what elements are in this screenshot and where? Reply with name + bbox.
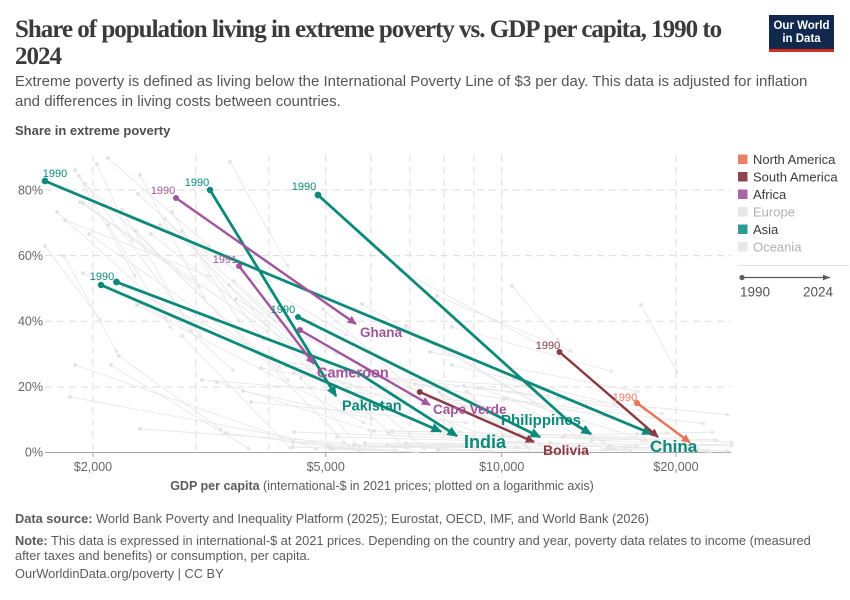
svg-text:1991: 1991 bbox=[213, 254, 237, 266]
svg-text:Ghana: Ghana bbox=[360, 325, 403, 340]
svg-text:20%: 20% bbox=[18, 380, 43, 394]
svg-text:1990: 1990 bbox=[43, 168, 67, 180]
svg-text:North America: North America bbox=[753, 152, 836, 167]
svg-text:60%: 60% bbox=[18, 249, 43, 263]
svg-text:Philippines: Philippines bbox=[501, 412, 581, 429]
svg-text:$10,000: $10,000 bbox=[479, 460, 524, 474]
svg-text:China: China bbox=[650, 437, 698, 456]
svg-text:Bolivia: Bolivia bbox=[543, 442, 589, 458]
svg-text:Africa: Africa bbox=[753, 187, 787, 202]
svg-text:1990: 1990 bbox=[271, 304, 295, 316]
svg-text:1990: 1990 bbox=[185, 177, 209, 189]
svg-text:Pakistan: Pakistan bbox=[342, 399, 402, 415]
svg-text:GDP per capita (international-: GDP per capita (international-$ in 2021 … bbox=[170, 479, 594, 493]
svg-text:1990: 1990 bbox=[292, 181, 316, 193]
svg-text:$5,000: $5,000 bbox=[307, 460, 345, 474]
svg-text:2024: 2024 bbox=[803, 285, 834, 300]
svg-text:Oceania: Oceania bbox=[753, 240, 802, 255]
svg-text:1990: 1990 bbox=[613, 392, 637, 404]
svg-text:Europe: Europe bbox=[753, 205, 795, 220]
svg-text:0%: 0% bbox=[25, 446, 43, 460]
svg-text:40%: 40% bbox=[18, 315, 43, 329]
svg-text:India: India bbox=[464, 432, 507, 452]
svg-text:$20,000: $20,000 bbox=[653, 460, 698, 474]
svg-text:$2,000: $2,000 bbox=[74, 460, 112, 474]
svg-text:Cape Verde: Cape Verde bbox=[433, 402, 507, 417]
svg-text:1990: 1990 bbox=[536, 340, 560, 352]
svg-text:Cameroon: Cameroon bbox=[317, 366, 389, 382]
svg-text:1990: 1990 bbox=[90, 271, 114, 283]
svg-text:Asia: Asia bbox=[753, 222, 779, 237]
svg-text:1990: 1990 bbox=[151, 185, 175, 197]
svg-text:80%: 80% bbox=[18, 184, 43, 198]
svg-text:1990: 1990 bbox=[740, 285, 770, 300]
svg-text:South America: South America bbox=[753, 170, 838, 185]
